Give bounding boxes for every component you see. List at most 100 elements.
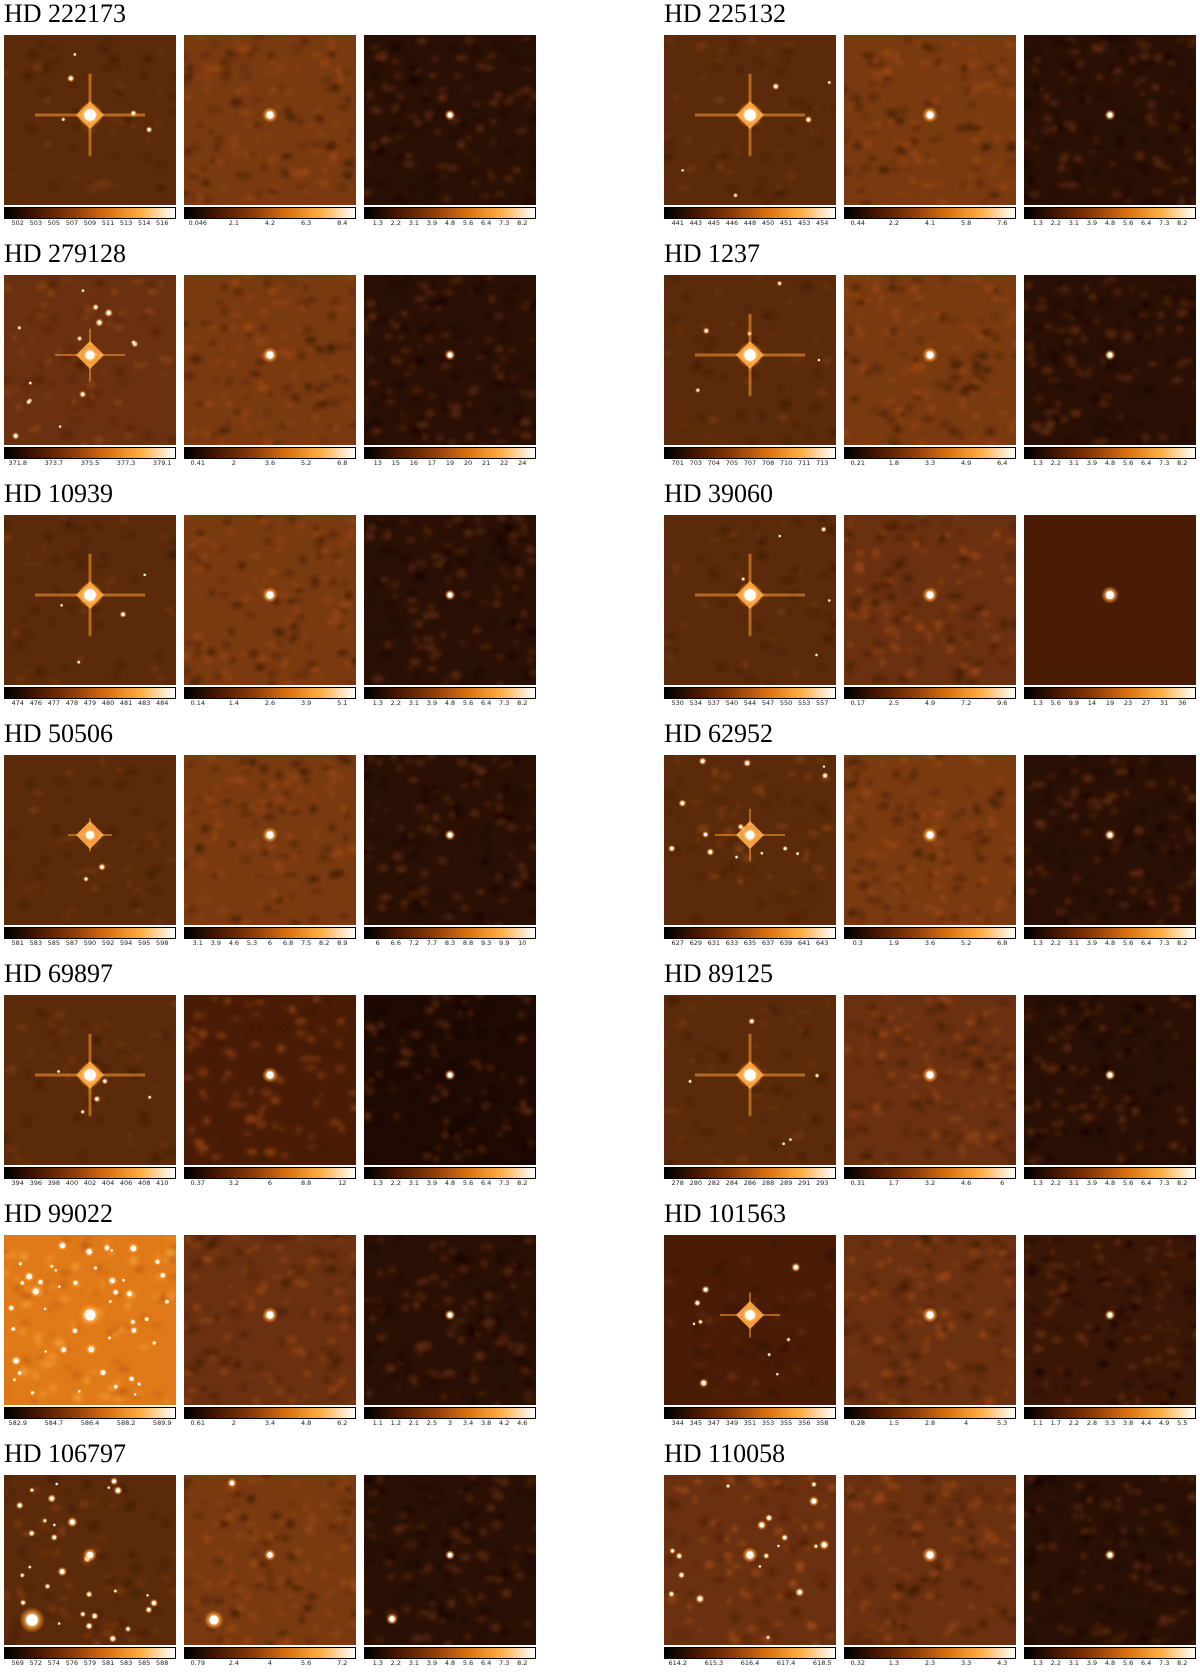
- colorbar-tick-label: 5.1: [337, 699, 348, 707]
- target-star-core: [1107, 1552, 1113, 1558]
- colorbar-tick-label: 6.4: [1140, 459, 1152, 467]
- colorbar-tick-label: 4: [964, 1419, 969, 1427]
- field-star-core: [88, 1346, 94, 1353]
- target-star-core: [84, 109, 96, 121]
- colorbar-tick-label: 286: [743, 1179, 757, 1187]
- colorbar-tick-label: 590: [83, 939, 97, 947]
- noise-texture: [844, 995, 1016, 1165]
- target-star-core: [447, 352, 453, 358]
- colorbar-tick-label: 589.9: [152, 1419, 172, 1427]
- noise-texture: [4, 275, 176, 445]
- field-star-core: [122, 1279, 125, 1282]
- field-star-core: [129, 1376, 134, 1381]
- colorbar-tick-label: 592: [101, 939, 115, 947]
- field-star-core: [53, 1523, 56, 1527]
- colorbar-tick-label: 3.1: [408, 1659, 420, 1667]
- colorbar: [4, 1647, 176, 1659]
- colorbar-tick-label: 7.7: [426, 939, 438, 947]
- field-star-core: [20, 1574, 24, 1577]
- colorbar-ticks: 0.3 1.9 3.6 5.2 6.8: [844, 939, 1016, 949]
- colorbar-tick-label: 396: [29, 1179, 43, 1187]
- colorbar-tick-label: 1.3: [888, 1659, 900, 1667]
- colorbar-tick-label: 9.9: [1068, 699, 1080, 707]
- colorbar-tick-label: 3.1: [1068, 1659, 1080, 1667]
- colorbar-ticks: 502 503 505 507 509 511 513 514 516: [4, 219, 176, 229]
- snr-image-panel: 1.3 2.2 3.1 3.9 4.8 5.6 6.4 7.3 8.2: [1024, 995, 1196, 1191]
- field-star-core: [695, 1301, 699, 1305]
- colorbar-tick-label: 615.3: [704, 1659, 724, 1667]
- field-star-core: [735, 855, 738, 859]
- processed-image-panel: 0.046 2.1 4.2 6.3 8.4: [184, 35, 356, 231]
- field-star-core: [828, 599, 831, 602]
- field-star-core: [109, 1300, 112, 1303]
- colorbar-tick-label: 6.4: [480, 1179, 492, 1187]
- noise-texture: [1024, 995, 1196, 1165]
- field-star-core: [137, 1382, 141, 1386]
- field-star-core: [741, 577, 745, 581]
- colorbar-tick-label: 282: [707, 1179, 721, 1187]
- colorbar-tick-label: 31: [1160, 699, 1169, 707]
- colorbar-tick-label: 1.9: [888, 939, 900, 947]
- image-frame: [184, 35, 356, 205]
- image-svg: [1024, 1475, 1196, 1645]
- colorbar-ticks: 1.3 2.2 3.1 3.9 4.8 5.6 6.4 7.3 8.2: [1024, 1659, 1196, 1669]
- colorbar-tick-label: 1.3: [1032, 459, 1043, 467]
- colorbar-tick-label: 3.1: [408, 699, 420, 707]
- colorbar-tick-label: 451: [779, 219, 793, 227]
- field-star-core: [72, 1328, 77, 1333]
- colorbar-tick-label: 7.3: [1159, 1179, 1170, 1187]
- colorbar-tick-label: 6.3: [300, 219, 312, 227]
- bright-field-star-core: [26, 1614, 38, 1626]
- colorbar-tick-label: 540: [725, 699, 739, 707]
- colorbar: [4, 927, 176, 939]
- colorbar-tick-label: 7.3: [499, 1659, 510, 1667]
- field-star-core: [108, 1336, 111, 1340]
- field-star-core: [73, 1280, 78, 1285]
- colorbar-tick-label: 587: [65, 939, 79, 947]
- colorbar-tick-label: 3.2: [924, 1179, 936, 1187]
- colorbar-tick-label: 3.1: [1068, 1179, 1080, 1187]
- field-star-core: [688, 1080, 692, 1083]
- target-block: HD 101563 344 345 347 349 351 353 355 356 358 0.28…: [660, 1199, 1200, 1440]
- field-star-core: [828, 81, 831, 84]
- field-star-core: [107, 1486, 110, 1489]
- image-frame: [184, 755, 356, 925]
- field-star-core: [152, 1341, 156, 1345]
- colorbar-tick-label: 4.8: [1104, 939, 1116, 947]
- target-star-core: [86, 1551, 94, 1559]
- field-star-core: [700, 759, 705, 763]
- colorbar-ticks: 569 572 574 576 579 581 583 585 588: [4, 1659, 176, 1669]
- processed-image-panel: 0.41 2 3.6 5.2 6.8: [184, 275, 356, 471]
- colorbar-tick-label: 10: [518, 939, 527, 947]
- colorbar-tick-label: 588.2: [116, 1419, 136, 1427]
- noise-texture: [4, 1000, 176, 1165]
- colorbar: [364, 1167, 536, 1179]
- field-star-core: [815, 653, 818, 657]
- colorbar-tick-label: 2.2: [390, 699, 401, 707]
- colorbar-tick-label: 355: [779, 1419, 793, 1427]
- colorbar-tick-label: 4.3: [997, 1659, 1008, 1667]
- target-star-core: [745, 1310, 755, 1320]
- colorbar-tick-label: 373.7: [44, 459, 64, 467]
- colorbar-tick-label: 7.5: [300, 939, 312, 947]
- colorbar-tick-label: 0.046: [188, 219, 208, 227]
- field-star-core: [13, 1378, 16, 1381]
- colorbar-tick-label: 9.6: [997, 699, 1008, 707]
- colorbar-tick-label: 2.2: [1068, 1419, 1080, 1427]
- image-frame: [1024, 1235, 1196, 1405]
- noise-texture: [364, 1235, 536, 1405]
- colorbar-ticks: 441 443 445 446 448 450 451 453 454: [664, 219, 836, 229]
- colorbar: [184, 447, 356, 459]
- colorbar: [184, 1647, 356, 1659]
- colorbar: [364, 1407, 536, 1419]
- colorbar-tick-label: 476: [29, 699, 43, 707]
- field-star-core: [165, 1300, 169, 1304]
- image-svg: [1024, 755, 1196, 925]
- field-star-core: [797, 1590, 802, 1595]
- field-star-core: [131, 1320, 135, 1324]
- colorbar-tick-label: 8.2: [517, 219, 528, 227]
- field-star-core: [778, 534, 781, 538]
- target-star-core: [266, 1071, 274, 1079]
- colorbar-tick-label: 443: [689, 219, 703, 227]
- colorbar: [184, 687, 356, 699]
